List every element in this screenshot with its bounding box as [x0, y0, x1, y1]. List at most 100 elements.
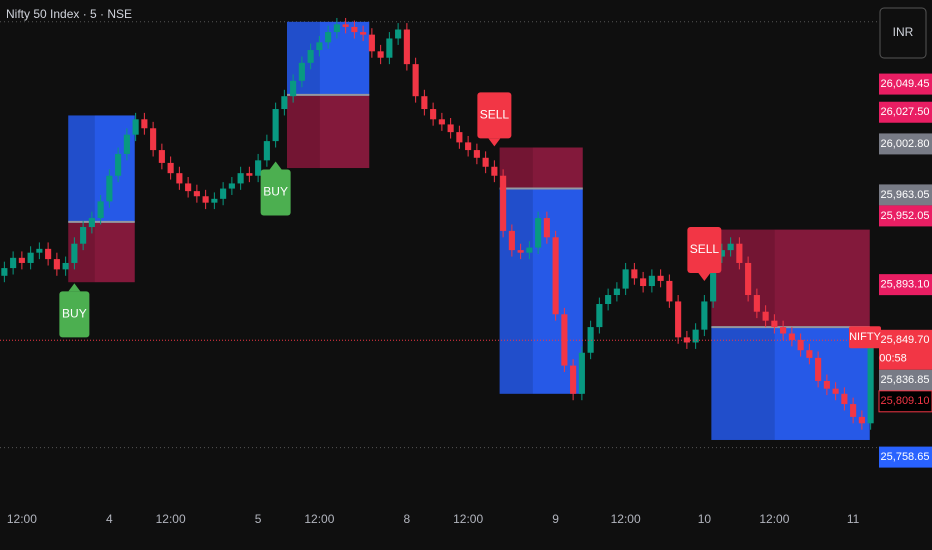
currency-label[interactable]: INR	[893, 25, 914, 39]
candle-body	[342, 24, 349, 27]
candle-body	[473, 150, 480, 158]
candle-body	[526, 247, 533, 253]
candle-body	[753, 295, 760, 312]
candle-body	[736, 243, 743, 263]
candle-body	[692, 329, 699, 343]
candle-body	[430, 109, 437, 120]
candle-body	[395, 29, 402, 39]
candle-body	[62, 262, 69, 270]
candle-body	[360, 32, 367, 35]
signal-label: BUY	[62, 307, 87, 321]
price-label-box	[879, 73, 932, 95]
price-axis: 26,049.45 26,027.50 26,002.80 25,963.05 25,9…	[878, 73, 932, 468]
signal-arrow	[68, 283, 81, 292]
price-label: 25,758.65	[881, 451, 930, 463]
price-label: 25,836.85	[881, 374, 930, 386]
candle-body	[18, 257, 25, 263]
currency-button[interactable]	[879, 7, 927, 59]
candle-body	[132, 119, 139, 135]
candle-body	[176, 173, 183, 184]
candle-body	[377, 51, 384, 58]
candle-body	[123, 134, 130, 154]
candle-body	[202, 196, 209, 203]
price-label-box	[879, 184, 932, 206]
last-price-label-box	[879, 329, 932, 370]
candle-body	[500, 175, 507, 231]
symbol-tag-label: NIFTY	[849, 331, 881, 343]
price-label: 26,002.80	[881, 138, 930, 150]
candle-body	[193, 191, 200, 197]
candle-body	[185, 183, 192, 192]
x-tick-label: 8	[404, 512, 411, 526]
price-label-box	[879, 101, 932, 123]
candle-body	[351, 26, 358, 33]
candle-body	[762, 311, 769, 321]
stop-zone	[287, 94, 370, 169]
candle-body	[421, 96, 428, 110]
candle-body	[683, 337, 690, 343]
x-tick-label: 12:00	[759, 512, 789, 526]
chart-title: Nifty 50 Index · 5 · NSE	[6, 7, 132, 21]
candle-body	[36, 248, 43, 253]
symbol-tag	[849, 326, 881, 349]
candle-body	[220, 188, 227, 199]
price-label-box	[879, 133, 932, 155]
candle-body	[570, 365, 577, 394]
candle-body	[263, 141, 270, 161]
price-label-box	[879, 274, 932, 296]
plot-area: BUY BUY SELL SELL	[0, 17, 878, 449]
candle-body	[211, 198, 218, 203]
zone-shade	[711, 229, 775, 440]
price-label: 26,027.50	[881, 106, 930, 118]
candle-body	[587, 327, 594, 353]
candle-body	[438, 119, 445, 125]
candle-body	[718, 250, 725, 257]
candle-body	[80, 227, 87, 244]
signal-box	[59, 291, 90, 338]
signal-arrow	[269, 161, 282, 170]
price-label-box	[879, 369, 932, 391]
x-tick-label: 11	[847, 512, 860, 526]
candle-body	[27, 252, 34, 263]
candle-body	[316, 42, 323, 51]
candle-body	[447, 124, 454, 133]
candle-body	[482, 157, 489, 167]
x-tick-label: 12:00	[156, 512, 186, 526]
candle-body	[788, 333, 795, 340]
candle-body	[97, 201, 104, 219]
signal-label: SELL	[480, 108, 510, 122]
last-price-label: 25,849.70	[881, 334, 930, 346]
signal-label: SELL	[690, 242, 720, 256]
price-label: 25,809.10	[881, 395, 930, 407]
x-tick-label: 5	[255, 512, 262, 526]
x-tick-label: 9	[552, 512, 559, 526]
candle-body	[797, 339, 804, 351]
candle-body	[150, 128, 157, 151]
x-tick-label: 12:00	[304, 512, 334, 526]
candle-body	[386, 38, 393, 58]
signal-label: BUY	[263, 185, 288, 199]
candle-body	[640, 278, 647, 287]
signal-box	[687, 227, 722, 274]
candle-body	[657, 275, 664, 281]
candle-body	[298, 62, 305, 81]
candle-body	[622, 269, 629, 289]
candle-body	[106, 175, 113, 202]
candle-body	[403, 29, 410, 65]
candle-body	[552, 237, 559, 315]
candle-body	[675, 301, 682, 338]
signal-box	[260, 169, 291, 216]
candle-body	[535, 218, 542, 248]
target-zone	[711, 327, 870, 440]
candle-body	[465, 142, 472, 151]
x-tick-label: 10	[698, 512, 712, 526]
candle-body	[71, 243, 78, 263]
candle-body	[578, 352, 585, 394]
candle-body	[141, 119, 148, 129]
candle-body	[727, 243, 734, 251]
candle-body	[88, 218, 95, 228]
candle-body	[1, 268, 8, 276]
candle-body	[517, 250, 524, 253]
candle-body	[237, 173, 244, 184]
